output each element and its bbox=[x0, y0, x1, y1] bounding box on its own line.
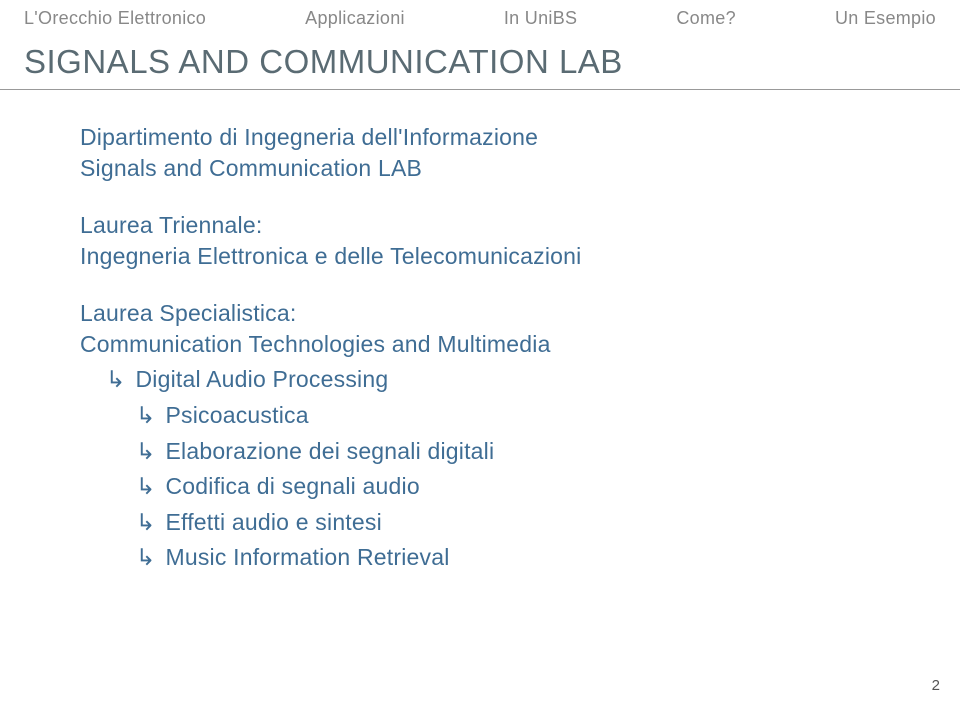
department-block: Dipartimento di Ingegneria dell'Informaz… bbox=[80, 122, 880, 184]
list-item: ↳ Elaborazione dei segnali digitali bbox=[80, 434, 880, 470]
specialistica-block: Laurea Specialistica: Communication Tech… bbox=[80, 298, 880, 576]
specialistica-line: Communication Technologies and Multimedi… bbox=[80, 329, 880, 360]
arrow-icon: ↳ bbox=[136, 469, 155, 505]
list-item-text: Elaborazione dei segnali digitali bbox=[165, 434, 494, 470]
dept-line-2: Signals and Communication LAB bbox=[80, 153, 880, 184]
specialistica-list: ↳ Digital Audio Processing ↳ Psicoacusti… bbox=[80, 362, 880, 576]
section-title: SIGNALS AND COMMUNICATION LAB bbox=[0, 33, 960, 90]
page-number: 2 bbox=[932, 677, 940, 694]
arrow-icon: ↳ bbox=[106, 362, 125, 398]
arrow-icon: ↳ bbox=[136, 398, 155, 434]
list-item: ↳ Digital Audio Processing bbox=[80, 362, 880, 398]
nav-item[interactable]: In UniBS bbox=[504, 8, 577, 29]
nav-item[interactable]: L'Orecchio Elettronico bbox=[24, 8, 206, 29]
dept-line-1: Dipartimento di Ingegneria dell'Informaz… bbox=[80, 122, 880, 153]
nav-item[interactable]: Un Esempio bbox=[835, 8, 936, 29]
arrow-icon: ↳ bbox=[136, 505, 155, 541]
arrow-icon: ↳ bbox=[136, 540, 155, 576]
nav-item[interactable]: Come? bbox=[676, 8, 736, 29]
nav-item[interactable]: Applicazioni bbox=[305, 8, 405, 29]
content-area: Dipartimento di Ingegneria dell'Informaz… bbox=[0, 90, 960, 576]
arrow-icon: ↳ bbox=[136, 434, 155, 470]
top-nav: L'Orecchio Elettronico Applicazioni In U… bbox=[0, 0, 960, 33]
list-item: ↳ Music Information Retrieval bbox=[80, 540, 880, 576]
triennale-line: Ingegneria Elettronica e delle Telecomun… bbox=[80, 241, 880, 272]
list-item: ↳ Effetti audio e sintesi bbox=[80, 505, 880, 541]
triennale-block: Laurea Triennale: Ingegneria Elettronica… bbox=[80, 210, 880, 272]
specialistica-heading: Laurea Specialistica: bbox=[80, 298, 880, 329]
list-item: ↳ Codifica di segnali audio bbox=[80, 469, 880, 505]
list-item: ↳ Psicoacustica bbox=[80, 398, 880, 434]
list-item-text: Digital Audio Processing bbox=[135, 362, 388, 398]
list-item-text: Effetti audio e sintesi bbox=[165, 505, 381, 541]
list-item-text: Codifica di segnali audio bbox=[165, 469, 419, 505]
list-item-text: Music Information Retrieval bbox=[165, 540, 449, 576]
triennale-heading: Laurea Triennale: bbox=[80, 210, 880, 241]
list-item-text: Psicoacustica bbox=[165, 398, 308, 434]
